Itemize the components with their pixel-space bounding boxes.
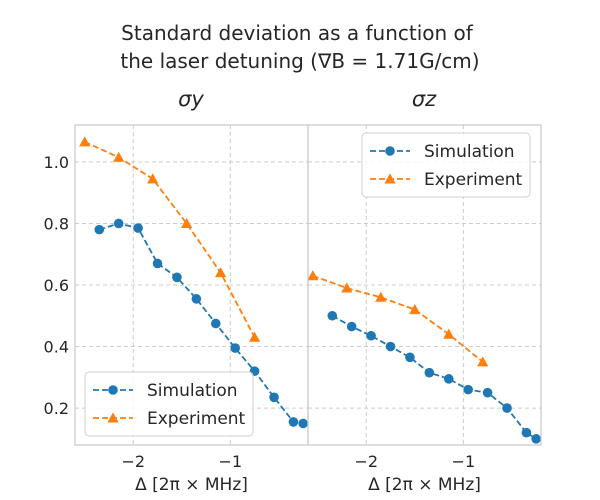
simulation-point bbox=[298, 418, 308, 429]
x-axis-label: Δ [2π × MHz] bbox=[135, 475, 248, 495]
legend-marker-simulation bbox=[385, 146, 395, 156]
simulation-point bbox=[346, 321, 357, 332]
axes-frame bbox=[307, 124, 542, 446]
simulation-point bbox=[269, 392, 279, 403]
experiment-point bbox=[113, 151, 125, 162]
experiment-point bbox=[341, 282, 353, 293]
simulation-point bbox=[152, 258, 163, 269]
x-tick-label: −1 bbox=[219, 452, 243, 471]
simulation-point bbox=[327, 310, 338, 321]
panel-sigma-y: −2 −1 0.2 0.4 0.6 0.8 1.0 σy Δ [2π × MHz] Simulat… bbox=[44, 87, 309, 495]
experiment-point bbox=[375, 291, 387, 302]
simulation-point bbox=[405, 352, 415, 363]
x-axis-label: Δ [2π × MHz] bbox=[368, 475, 481, 495]
series-simulation bbox=[327, 310, 541, 444]
panel-sigma-z: −2 −1 σz Δ [2π × MHz] Simulation Experiment bbox=[307, 87, 542, 495]
simulation-point bbox=[531, 434, 541, 444]
y-tick-label: 0.2 bbox=[44, 399, 69, 418]
series-line-experiment bbox=[312, 274, 484, 363]
simulation-point bbox=[113, 218, 124, 229]
legend: Simulation Experiment bbox=[361, 132, 531, 198]
simulation-point bbox=[191, 294, 202, 304]
y-tick-label: 0.6 bbox=[44, 276, 69, 295]
legend-box bbox=[361, 132, 531, 198]
experiment-point bbox=[477, 356, 489, 367]
simulation-point bbox=[482, 387, 493, 398]
simulation-point bbox=[230, 343, 240, 353]
y-tick-label: 0.8 bbox=[44, 214, 69, 233]
simulation-point bbox=[385, 341, 396, 352]
experiment-point bbox=[409, 304, 421, 315]
simulation-point bbox=[424, 367, 435, 378]
panel-title-0: σy bbox=[178, 87, 204, 111]
x-tick-label: −2 bbox=[121, 452, 145, 471]
simulation-point bbox=[366, 330, 376, 341]
series-experiment bbox=[307, 270, 489, 367]
experiment-point bbox=[147, 173, 159, 184]
panel-title-1: σz bbox=[412, 87, 437, 111]
x-tick-label: −2 bbox=[354, 452, 378, 471]
legend: Simulation Experiment bbox=[84, 371, 254, 437]
legend-marker-simulation bbox=[108, 385, 118, 395]
experiment-point bbox=[215, 267, 227, 278]
experiment-point bbox=[443, 328, 455, 339]
legend-label-experiment: Experiment bbox=[424, 170, 523, 190]
legend-marker-experiment bbox=[107, 412, 119, 423]
legend-label-simulation: Simulation bbox=[147, 381, 238, 401]
legend-label-simulation: Simulation bbox=[424, 142, 515, 162]
simulation-point bbox=[502, 403, 512, 413]
series-experiment bbox=[79, 136, 261, 342]
experiment-point bbox=[249, 331, 261, 342]
series-line-experiment bbox=[84, 141, 256, 338]
legend-marker-experiment bbox=[384, 173, 396, 184]
simulation-point bbox=[210, 318, 221, 329]
simulation-point bbox=[463, 384, 473, 395]
experiment-point bbox=[307, 270, 319, 281]
legend-box bbox=[84, 371, 254, 437]
series-simulation bbox=[94, 218, 308, 429]
simulation-point bbox=[288, 417, 299, 427]
experiment-point bbox=[181, 217, 193, 228]
y-tick-label: 0.4 bbox=[44, 338, 69, 357]
simulation-point bbox=[133, 223, 143, 233]
simulation-point bbox=[94, 224, 105, 235]
simulation-point bbox=[521, 427, 532, 438]
figure-title-line-1: Standard deviation as a function of bbox=[121, 21, 474, 45]
series-line-simulation bbox=[331, 314, 537, 440]
y-tick-label: 1.0 bbox=[44, 153, 69, 172]
simulation-point bbox=[443, 374, 454, 384]
experiment-point bbox=[79, 136, 91, 147]
x-tick-label: −1 bbox=[452, 452, 476, 471]
figure-title-line-2: the laser detuning (∇B = 1.71G/cm) bbox=[120, 49, 479, 73]
simulation-point bbox=[172, 272, 182, 283]
legend-label-experiment: Experiment bbox=[147, 409, 246, 429]
